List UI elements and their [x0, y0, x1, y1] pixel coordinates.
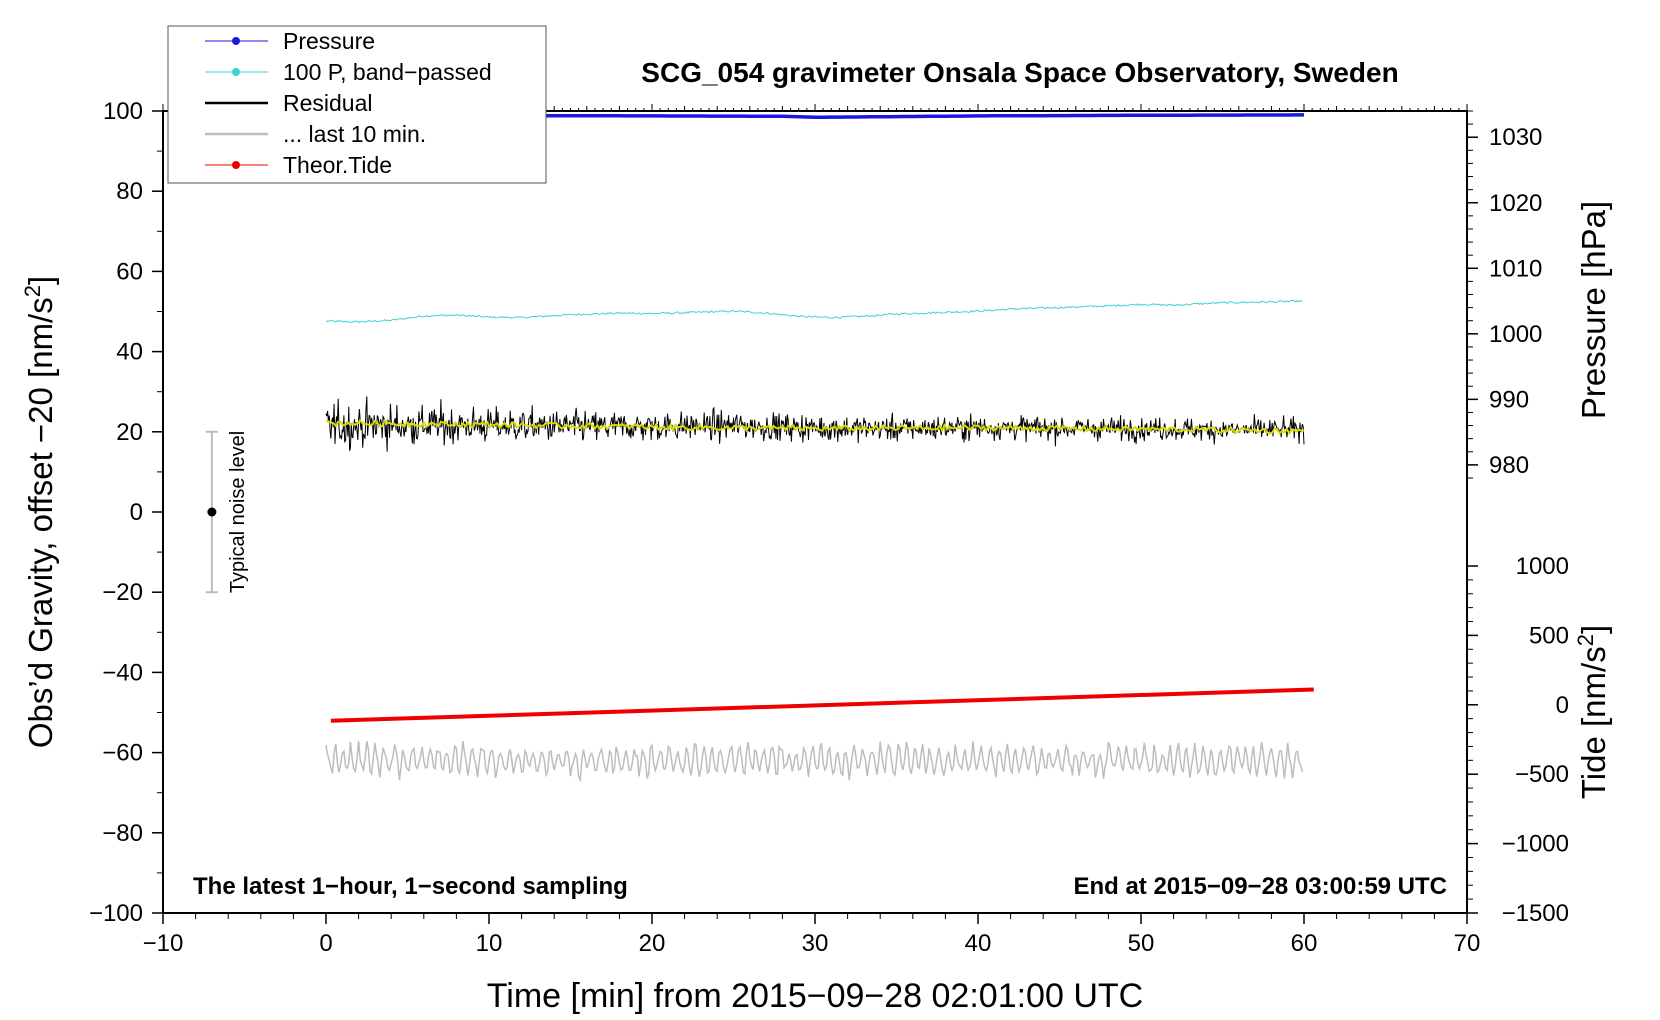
y-axis-label-tide-end: ]: [1575, 625, 1612, 634]
legend-entries: Pressure 100 P, band−passed Residual ... la…: [205, 28, 492, 178]
plot-frame: [162, 110, 1468, 914]
y-tick-label: 0: [130, 499, 143, 526]
x-tick-label: 20: [639, 930, 666, 957]
pressure-tick-label: 1000: [1489, 321, 1542, 348]
legend-marker: [232, 68, 240, 76]
legend-label: Pressure: [283, 28, 375, 54]
x-tick-label: 40: [965, 930, 992, 957]
legend-label: Residual: [283, 90, 373, 116]
tide-tick-label: 500: [1529, 622, 1569, 649]
pressure-tick-label: 1020: [1489, 190, 1542, 217]
chart-title: SCG_054 gravimeter Onsala Space Observat…: [641, 57, 1398, 88]
pressure-tick-label: 1030: [1489, 124, 1542, 151]
y-axis-label-left: Obs’d Gravity, offset −20 [nm/s2]: [20, 276, 59, 748]
legend: Pressure 100 P, band−passed Residual ... la…: [167, 25, 547, 184]
y-tick-label: −60: [102, 740, 143, 767]
y-axis-label-tide: Tide [nm/s2]: [1573, 625, 1612, 799]
legend-marker: [232, 37, 240, 45]
y-tick-label: 80: [116, 178, 143, 205]
y-tick-label: 40: [116, 339, 143, 366]
noise-indicator: [205, 430, 218, 594]
x-tick-label: 50: [1128, 930, 1155, 957]
grid-and-ticks: [152, 104, 1478, 924]
theor-tide-line: [330, 687, 1314, 723]
y-tick-label: −100: [89, 900, 143, 927]
tide-tick-label: −500: [1515, 761, 1569, 788]
y-axis-label-pressure: Pressure [hPa]: [1575, 201, 1612, 419]
x-axis-label: Time [min] from 2015−09−28 02:01:00 UTC: [487, 977, 1143, 1015]
x-tick-label: −10: [143, 930, 184, 957]
y-axis-label-left-end: ]: [22, 276, 59, 285]
legend-label: 100 P, band−passed: [283, 59, 492, 85]
tide-tick-label: 0: [1556, 692, 1569, 719]
annotation-end-time: End at 2015−09−28 03:00:59 UTC: [1073, 873, 1447, 900]
y-tick-label: −40: [102, 659, 143, 686]
tide-tick-label: −1500: [1502, 900, 1569, 927]
y-axis-label-tide-sup: 2: [1573, 634, 1598, 646]
noise-center-point: [207, 507, 217, 517]
last-10-min-line: [325, 740, 1304, 783]
legend-label: Theor.Tide: [283, 152, 392, 178]
y-tick-label: −20: [102, 579, 143, 606]
legend-box: [167, 25, 547, 184]
x-tick-label: 0: [319, 930, 332, 957]
legend-label: ... last 10 min.: [283, 121, 426, 147]
tide-tick-label: 1000: [1516, 553, 1569, 580]
y-axis-label-left-main: Obs’d Gravity, offset −20 [nm/s: [22, 297, 59, 748]
x-tick-label: 30: [802, 930, 829, 957]
residual-series-line: [325, 396, 1305, 452]
y-tick-label: −80: [102, 820, 143, 847]
y-tick-label: 60: [116, 258, 143, 285]
pressure-tick-label: 980: [1489, 452, 1529, 479]
bandpassed-series-line: [325, 299, 1303, 324]
smoothed-residual-line: [325, 419, 1305, 436]
series-layer: [325, 113, 1314, 783]
tide-tick-label: −1000: [1502, 831, 1569, 858]
pressure-tick-label: 990: [1489, 386, 1529, 413]
noise-level-label: Typical noise level: [227, 431, 249, 593]
x-tick-label: 70: [1454, 930, 1481, 957]
pressure-tick-label: 1010: [1489, 255, 1542, 282]
y-tick-label: 20: [116, 419, 143, 446]
y-axis-label-tide-main: Tide [nm/s: [1575, 646, 1612, 799]
y-axis-label-left-sup: 2: [20, 285, 45, 297]
legend-marker: [232, 161, 240, 169]
y-tick-label: 100: [103, 98, 143, 125]
tick-labels: −10 0 10 20 30 40 50 60 70−100−80−60−40−20020406…: [89, 98, 1569, 957]
x-tick-label: 10: [476, 930, 503, 957]
x-tick-label: 60: [1291, 930, 1318, 957]
annotation-sampling: The latest 1−hour, 1−second sampling: [193, 873, 628, 900]
